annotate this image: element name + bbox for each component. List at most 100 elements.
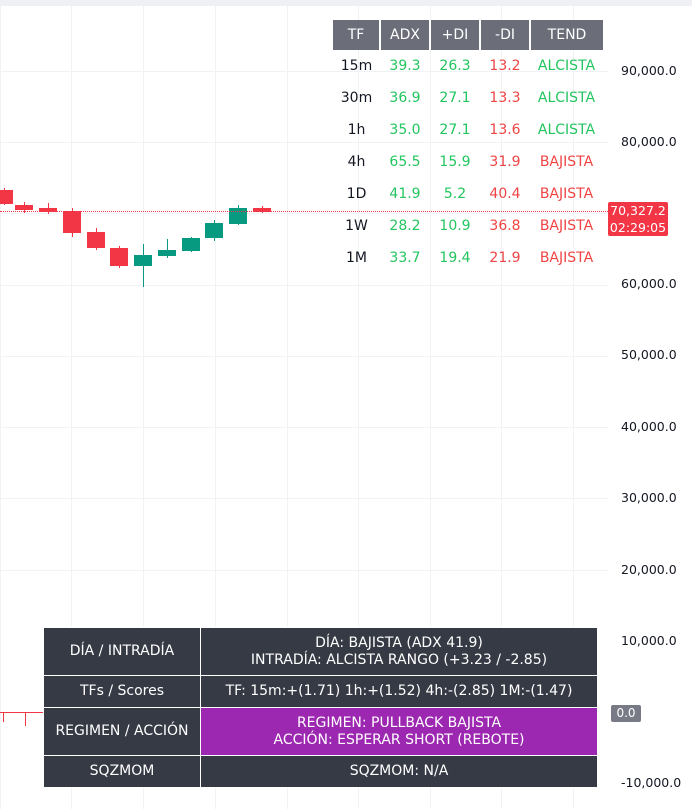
adx-row: 30m 36.9 27.1 13.3 ALCISTA <box>333 82 603 114</box>
price-tick: 10,000.0 <box>621 633 677 648</box>
adx-cell-pdi: 19.4 <box>439 250 471 266</box>
last-price-line <box>0 211 608 212</box>
indicator-bar <box>25 712 26 726</box>
price-tick: 90,000.0 <box>621 63 677 78</box>
window-top-border <box>0 0 692 6</box>
summary-row: TFs / Scores TF: 15m:+(1.71) 1h:+(1.52) … <box>43 675 598 708</box>
adx-cell-tf: 1D <box>346 186 367 202</box>
adx-table: TF ADX +DI -DI TEND 15m 39.3 26.3 13.2 A… <box>333 20 603 274</box>
grid-line <box>0 570 608 571</box>
adx-cell-tend: BAJISTA <box>539 250 594 266</box>
adx-cell-adx: 41.9 <box>389 186 421 202</box>
adx-row: 1D 41.9 5.2 40.4 BAJISTA <box>333 178 603 210</box>
adx-cell-tf: 15m <box>340 58 373 74</box>
adx-cell-mdi: 13.6 <box>489 122 521 138</box>
adx-cell-tend: BAJISTA <box>539 186 594 202</box>
grid-line <box>215 6 216 809</box>
adx-cell-pdi: 27.1 <box>439 122 471 138</box>
price-tick: -10,000.0 <box>621 775 682 790</box>
adx-cell-mdi: 36.8 <box>489 218 521 234</box>
grid-line <box>0 142 608 143</box>
summary-regimen-line1: REGIMEN: PULLBACK BAJISTA <box>296 714 502 731</box>
candle-body <box>110 248 128 266</box>
adx-cell-adx: 36.9 <box>389 90 421 106</box>
candle-body <box>87 232 105 248</box>
adx-cell-pdi: 10.9 <box>439 218 471 234</box>
price-tick: 40,000.0 <box>621 419 677 434</box>
grid-line <box>287 6 288 809</box>
summary-row: DÍA / INTRADÍA DÍA: BAJISTA (ADX 41.9) I… <box>43 627 598 676</box>
price-tick: 50,000.0 <box>621 347 677 362</box>
candle-body <box>15 205 33 210</box>
summary-value-regimen: REGIMEN: PULLBACK BAJISTA ACCIÓN: ESPERA… <box>200 707 598 756</box>
adx-cell-pdi: 27.1 <box>439 90 471 106</box>
grid-line <box>430 6 431 809</box>
grid-line <box>0 213 608 214</box>
adx-cell-tf: 1W <box>345 218 368 234</box>
adx-cell-tend: ALCISTA <box>537 122 596 138</box>
price-axis[interactable]: 90,000.0 80,000.0 60,000.0 50,000.0 40,0… <box>608 6 692 809</box>
adx-row: 1M 33.7 19.4 21.9 BAJISTA <box>333 242 603 274</box>
adx-cell-tend: ALCISTA <box>537 58 596 74</box>
summary-table: DÍA / INTRADÍA DÍA: BAJISTA (ADX 41.9) I… <box>43 627 598 788</box>
summary-label-sqz: SQZMOM <box>43 755 201 788</box>
adx-cell-tend: ALCISTA <box>537 90 596 106</box>
grid-line <box>501 6 502 809</box>
price-tick: 30,000.0 <box>621 490 677 505</box>
adx-cell-tf: 1M <box>346 250 367 266</box>
adx-cell-mdi: 31.9 <box>489 154 521 170</box>
adx-cell-adx: 35.0 <box>389 122 421 138</box>
adx-cell-adx: 65.5 <box>389 154 421 170</box>
candle-wick <box>167 239 168 258</box>
adx-row: 1h 35.0 27.1 13.6 ALCISTA <box>333 114 603 146</box>
adx-header-tf: TF <box>333 20 381 50</box>
price-tick: 80,000.0 <box>621 134 677 149</box>
adx-row: 1W 28.2 10.9 36.8 BAJISTA <box>333 210 603 242</box>
adx-cell-tf: 30m <box>340 90 373 106</box>
adx-header-pdi: +DI <box>430 20 481 50</box>
candle-body <box>134 255 152 266</box>
last-price-value: 70,327.2 <box>610 203 666 218</box>
price-tick: 20,000.0 <box>621 562 677 577</box>
adx-cell-pdi: 5.2 <box>443 186 467 202</box>
summary-label-tfs: TFs / Scores <box>43 675 201 708</box>
adx-cell-pdi: 15.9 <box>439 154 471 170</box>
grid-line <box>0 498 608 499</box>
summary-value-sqz: SQZMOM: N/A <box>200 755 598 788</box>
chart-pane[interactable] <box>0 0 608 809</box>
grid-line <box>0 6 1 809</box>
summary-row: REGIMEN / ACCIÓN REGIMEN: PULLBACK BAJIS… <box>43 707 598 756</box>
adx-cell-mdi: 13.3 <box>489 90 521 106</box>
indicator-bar <box>3 712 4 722</box>
adx-cell-tf: 1h <box>347 122 366 138</box>
indicator-zero-line <box>0 712 44 713</box>
adx-header-tend: TEND <box>530 20 603 50</box>
price-tick: 60,000.0 <box>621 276 677 291</box>
adx-cell-mdi: 13.2 <box>489 58 521 74</box>
candle-body <box>63 211 81 233</box>
candle-body <box>0 190 13 204</box>
summary-regimen-line2: ACCIÓN: ESPERAR SHORT (REBOTE) <box>273 731 525 748</box>
candle-body <box>158 250 176 256</box>
zero-value-badge: 0.0 <box>611 705 641 722</box>
adx-cell-mdi: 21.9 <box>489 250 521 266</box>
grid-line <box>71 6 72 809</box>
candle-body <box>182 238 200 251</box>
adx-cell-adx: 39.3 <box>389 58 421 74</box>
summary-row: SQZMOM SQZMOM: N/A <box>43 755 598 788</box>
adx-row: 15m 39.3 26.3 13.2 ALCISTA <box>333 50 603 82</box>
candle-body <box>205 223 223 238</box>
adx-cell-tend: BAJISTA <box>539 154 594 170</box>
candle-body <box>229 208 247 224</box>
summary-label-dia: DÍA / INTRADÍA <box>43 627 201 676</box>
summary-value-dia: DÍA: BAJISTA (ADX 41.9) INTRADÍA: ALCIST… <box>200 627 598 676</box>
summary-value-tfs: TF: 15m:+(1.71) 1h:+(1.52) 4h:-(2.85) 1M… <box>200 675 598 708</box>
adx-cell-tf: 4h <box>347 154 366 170</box>
grid-line <box>0 427 608 428</box>
adx-cell-adx: 28.2 <box>389 218 421 234</box>
summary-label-regimen: REGIMEN / ACCIÓN <box>43 707 201 756</box>
adx-cell-mdi: 40.4 <box>489 186 521 202</box>
adx-cell-adx: 33.7 <box>389 250 421 266</box>
last-price-badge: 70,327.2 02:29:05 <box>608 202 668 236</box>
adx-cell-pdi: 26.3 <box>439 58 471 74</box>
